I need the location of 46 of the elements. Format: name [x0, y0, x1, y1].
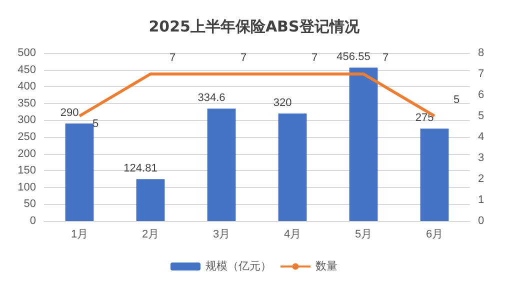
y-tick-label: 0 — [30, 215, 36, 227]
y2-tick-label: 0 — [478, 215, 484, 227]
legend-label: 数量 — [316, 260, 338, 272]
bar — [207, 108, 236, 221]
y-tick-label: 500 — [18, 47, 36, 59]
x-tick-label: 3月 — [212, 228, 230, 240]
x-tick-label: 4月 — [284, 228, 302, 240]
x-tick-label: 2月 — [142, 228, 160, 240]
data-label: 290 — [60, 107, 79, 120]
y-tick-label: 100 — [18, 181, 36, 194]
legend-label: 规模（亿元） — [206, 260, 272, 272]
y-tick-label: 50 — [24, 198, 36, 210]
x-tick-label: 6月 — [426, 228, 444, 240]
x-tick-label: 5月 — [354, 228, 372, 240]
bar — [349, 68, 378, 221]
y-tick-label: 350 — [18, 97, 36, 110]
data-label: 124.81 — [124, 162, 158, 175]
y-tick-label: 150 — [18, 164, 36, 177]
y2-tick-label: 5 — [478, 110, 484, 122]
y-tick-label: 300 — [18, 114, 36, 126]
y-tick-label: 250 — [18, 131, 36, 143]
y2-tick-label: 3 — [478, 152, 484, 164]
x-tick-label: 1月 — [70, 228, 88, 240]
y2-tick-label: 1 — [478, 194, 484, 206]
y2-tick-label: 6 — [478, 89, 484, 101]
y2-tick-label: 7 — [478, 68, 484, 80]
data-label: 456.55 — [336, 51, 370, 64]
data-label: 5 — [92, 118, 99, 130]
y-tick-label: 400 — [18, 80, 36, 93]
y2-tick-label: 4 — [478, 131, 484, 143]
y2-tick-label: 8 — [478, 47, 484, 59]
bar — [420, 128, 449, 221]
data-label: 334.6 — [198, 92, 226, 104]
bar — [136, 179, 165, 221]
bar — [278, 113, 307, 221]
y-tick-label: 450 — [18, 64, 36, 76]
data-label: 7 — [312, 52, 318, 64]
data-label: 320 — [273, 96, 292, 109]
data-label: 7 — [382, 52, 389, 64]
chart-title: 2025上半年保险ABS登记情况 — [148, 18, 360, 36]
data-label: 7 — [240, 52, 247, 64]
y2-tick-label: 2 — [478, 173, 484, 185]
bar — [65, 124, 94, 221]
data-label: 7 — [170, 52, 176, 64]
y-tick-label: 200 — [18, 148, 36, 160]
data-label: 5 — [454, 94, 460, 106]
